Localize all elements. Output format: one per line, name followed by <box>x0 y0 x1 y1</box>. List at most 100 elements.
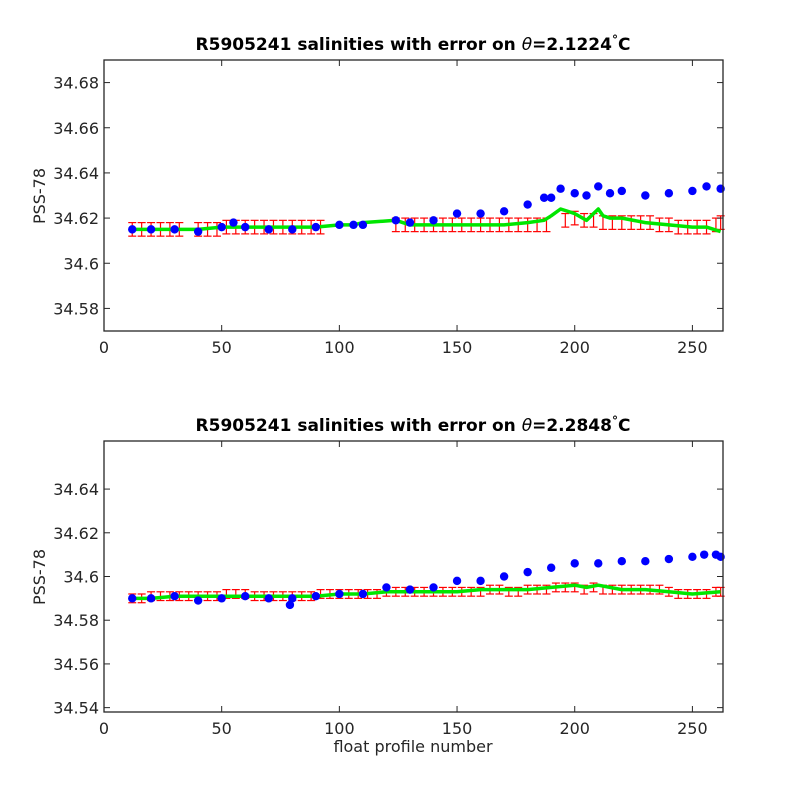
raw-data-point <box>429 583 438 592</box>
raw-data-point <box>617 186 626 196</box>
y-tick-label: 34.62 <box>53 209 99 228</box>
raw-data-point <box>146 225 156 234</box>
raw-data-point <box>688 552 697 562</box>
x-tick-label: 200 <box>559 719 590 738</box>
top-chart: R5905241 salinities with error on θ=2.12… <box>30 33 725 357</box>
x-tick-label: 150 <box>442 338 473 357</box>
raw-data-point <box>193 596 203 605</box>
raw-data-point <box>605 189 615 198</box>
x-tick-label: 0 <box>99 719 109 738</box>
error-bar <box>627 215 636 230</box>
raw-data-point <box>546 563 556 572</box>
raw-data-point <box>335 589 344 599</box>
x-tick-label: 50 <box>212 338 232 357</box>
raw-data-point <box>688 186 697 196</box>
raw-data-point <box>288 594 297 603</box>
raw-data-point <box>570 189 579 198</box>
raw-data-point <box>264 594 273 603</box>
raw-data-point <box>641 557 650 566</box>
x-tick-label: 100 <box>324 338 355 357</box>
raw-data-point <box>405 218 415 227</box>
raw-data-point <box>594 559 603 568</box>
raw-data-point <box>699 550 709 559</box>
raw-data-point <box>170 591 179 601</box>
raw-data-point <box>285 600 295 610</box>
raw-data-point <box>405 585 415 594</box>
raw-data-point <box>229 218 238 227</box>
raw-data-point <box>217 594 226 603</box>
raw-data-point <box>264 225 273 234</box>
x-tick-label: 50 <box>212 719 232 738</box>
raw-data-point <box>452 209 462 218</box>
marks-layer <box>128 182 725 237</box>
raw-data-point <box>702 182 711 191</box>
y-tick-label: 34.66 <box>53 119 99 138</box>
axes-box <box>103 59 724 332</box>
y-tick-label: 34.64 <box>53 480 99 499</box>
y-tick-label: 34.54 <box>53 699 99 718</box>
raw-data-point <box>523 567 532 577</box>
calibrated-series-line <box>132 207 722 234</box>
raw-data-point <box>358 589 368 599</box>
raw-data-point <box>311 591 321 601</box>
bottom-chart: R5905241 salinities with error on θ=2.28… <box>30 414 725 756</box>
raw-data-point <box>570 559 579 568</box>
raw-data-point <box>664 189 674 198</box>
x-tick-label: 250 <box>677 719 708 738</box>
raw-data-point <box>241 591 250 601</box>
raw-data-point <box>476 576 485 586</box>
calibrated-series-line <box>132 583 721 601</box>
plot-area <box>104 441 723 712</box>
raw-data-point <box>128 594 137 603</box>
y-tick-label: 34.68 <box>53 74 99 93</box>
y-tick-label: 34.58 <box>53 611 99 630</box>
y-axis-label: PSS-78 <box>30 168 49 224</box>
raw-data-point <box>335 220 344 230</box>
raw-data-point <box>358 220 368 230</box>
raw-data-point <box>193 227 203 236</box>
raw-data-point <box>311 222 321 232</box>
error-bar <box>561 212 570 228</box>
raw-data-point <box>582 191 591 200</box>
raw-data-point <box>170 225 179 234</box>
x-tick-label: 100 <box>324 719 355 738</box>
raw-data-point <box>499 572 509 581</box>
raw-data-point <box>452 576 462 586</box>
raw-data-point <box>499 207 509 216</box>
raw-data-point <box>664 554 674 564</box>
ticks-layer: 0 50 100 150 200 250 34.58 34.6 34.62 34.64 34.66 3… <box>53 60 723 357</box>
raw-data-point <box>539 193 549 202</box>
y-tick-label: 34.64 <box>53 164 99 183</box>
raw-data-point <box>641 191 650 200</box>
y-tick-label: 34.58 <box>53 299 99 318</box>
marks-layer <box>128 550 725 610</box>
x-tick-label: 150 <box>442 719 473 738</box>
y-tick-label: 34.56 <box>53 655 99 674</box>
raw-data-point <box>617 557 626 566</box>
x-axis-label: float profile number <box>333 737 493 756</box>
raw-data-point <box>391 216 401 225</box>
y-axis-label: PSS-78 <box>30 549 49 605</box>
raw-data-point <box>217 222 226 232</box>
raw-data-point <box>523 200 532 209</box>
y-tick-label: 34.62 <box>53 524 99 543</box>
raw-data-point <box>241 222 250 232</box>
plot-area <box>104 60 723 331</box>
y-tick-label: 34.6 <box>63 254 99 273</box>
raw-data-point <box>288 225 297 234</box>
x-tick-label: 200 <box>559 338 590 357</box>
ticks-layer: 0 50 100 150 200 250 34.54 34.56 34.58 34.6 34.62 3… <box>53 441 723 738</box>
raw-data-point <box>556 184 565 193</box>
raw-data-point <box>128 225 137 234</box>
error-bar <box>523 217 532 233</box>
raw-data-point <box>594 182 603 191</box>
raw-data-point <box>146 594 156 603</box>
y-tick-label: 34.6 <box>63 568 99 587</box>
axes-box <box>103 440 724 713</box>
x-tick-label: 0 <box>99 338 109 357</box>
raw-data-point <box>476 209 485 218</box>
chart-title: R5905241 salinities with error on θ=2.12… <box>196 33 631 55</box>
error-bar <box>212 222 221 237</box>
raw-data-point <box>546 193 556 202</box>
